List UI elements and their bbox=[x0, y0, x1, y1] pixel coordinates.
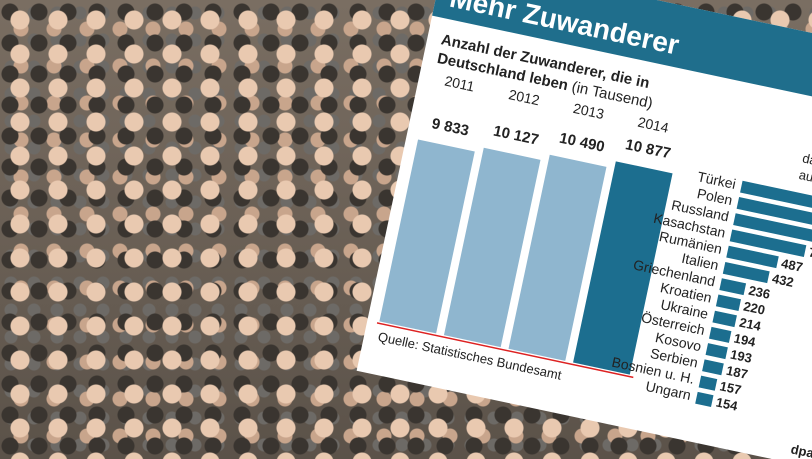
card: Mehr Zuwanderer Anzahl der Zuwanderer, d… bbox=[356, 0, 812, 459]
bar bbox=[729, 229, 807, 258]
bar bbox=[573, 161, 673, 375]
y-tick-label: Türkei bbox=[696, 168, 737, 192]
bar bbox=[722, 261, 770, 284]
value-label: 154 bbox=[715, 395, 740, 414]
bar bbox=[726, 245, 779, 269]
value-label: 220 bbox=[742, 299, 766, 318]
bar bbox=[508, 154, 607, 361]
x-tick-label: 2011 bbox=[443, 73, 476, 95]
value-label: 187 bbox=[725, 363, 749, 382]
value-label: 194 bbox=[733, 330, 758, 349]
baseline bbox=[376, 322, 634, 379]
value-label: 236 bbox=[747, 283, 771, 302]
bar bbox=[705, 343, 728, 360]
x-tick-label: 2012 bbox=[507, 86, 541, 108]
value-label: 487 bbox=[780, 256, 804, 275]
bar bbox=[698, 375, 718, 391]
bar bbox=[719, 278, 747, 296]
credit: dpa•22959 bbox=[790, 441, 812, 459]
bar bbox=[708, 326, 732, 343]
bar bbox=[733, 213, 812, 251]
y-tick-label: Italien bbox=[680, 250, 720, 273]
bar bbox=[736, 197, 812, 242]
x-tick-label: 2013 bbox=[572, 100, 606, 122]
bar bbox=[740, 180, 812, 223]
bar bbox=[443, 147, 541, 348]
value-label: 722 bbox=[807, 245, 812, 264]
bar bbox=[712, 310, 737, 328]
value-label: 432 bbox=[771, 271, 795, 290]
bar bbox=[379, 139, 475, 334]
bar bbox=[695, 391, 714, 407]
title-bar bbox=[432, 0, 812, 124]
value-label: 193 bbox=[729, 347, 753, 366]
bar bbox=[715, 294, 741, 312]
subtitle: darunter 20 bbox=[801, 150, 812, 178]
y-tick-label: Polen bbox=[696, 185, 734, 208]
value-label: 214 bbox=[738, 315, 763, 334]
bar bbox=[702, 359, 724, 376]
value-label: 157 bbox=[718, 378, 742, 397]
x-tick-label: 2014 bbox=[636, 114, 670, 136]
